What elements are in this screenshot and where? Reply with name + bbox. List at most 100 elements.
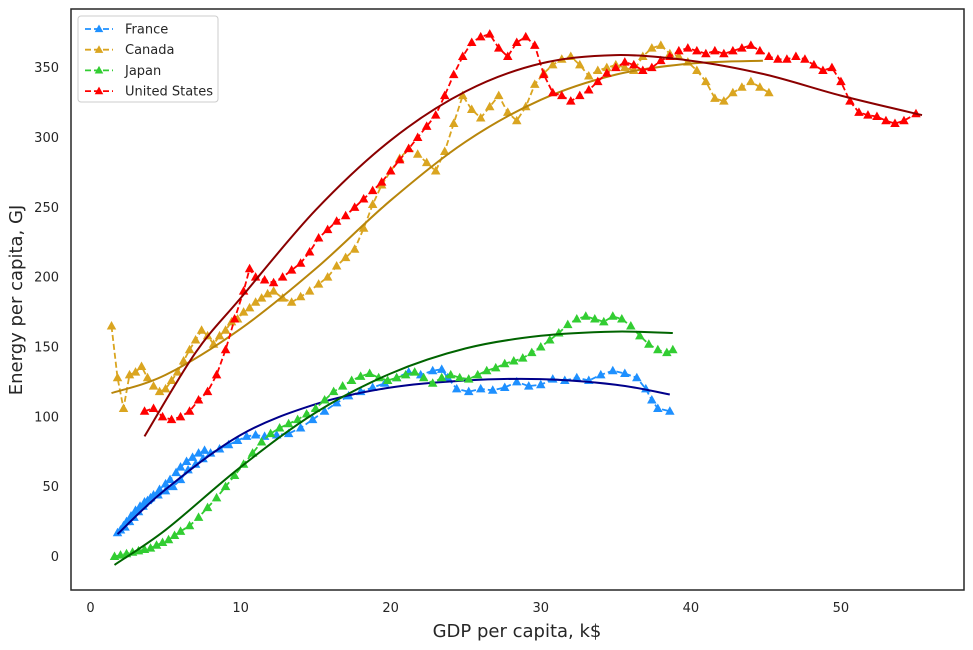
- data-point: [286, 297, 297, 306]
- data-point: [349, 244, 360, 253]
- y-tick-label: 200: [34, 271, 59, 286]
- data-point: [692, 45, 702, 55]
- data-point: [259, 274, 270, 284]
- y-tick-labels: 0 50 100 150 200 250 300 350: [34, 61, 59, 565]
- data-point: [301, 409, 312, 418]
- data-point: [403, 143, 414, 153]
- y-tick-label: 300: [34, 131, 59, 146]
- data-point: [475, 383, 486, 393]
- data-point: [755, 45, 765, 55]
- data-point: [367, 185, 378, 195]
- data-point: [472, 369, 483, 379]
- data-point: [457, 51, 468, 60]
- data-point: [139, 497, 150, 506]
- data-point: [466, 104, 477, 114]
- legend-label: United States: [125, 85, 213, 100]
- data-point: [148, 403, 159, 412]
- data-point: [205, 448, 216, 457]
- data-point: [220, 325, 231, 334]
- data-point: [130, 367, 141, 376]
- data-point: [265, 428, 276, 438]
- data-point: [863, 110, 873, 119]
- data-point: [313, 279, 324, 288]
- data-point: [620, 368, 630, 378]
- data-point: [154, 386, 165, 396]
- data-point: [596, 369, 606, 379]
- data-point: [199, 445, 210, 454]
- legend-label: Japan: [124, 64, 161, 79]
- data-point: [764, 51, 774, 60]
- data-point: [653, 344, 663, 354]
- data-point: [160, 383, 171, 393]
- data-point: [400, 369, 411, 379]
- data-point: [719, 48, 729, 58]
- data-point: [502, 51, 513, 60]
- data-point: [307, 414, 318, 424]
- data-point: [283, 418, 294, 428]
- data-point: [818, 65, 828, 74]
- data-point: [250, 429, 261, 439]
- data-point: [575, 59, 585, 69]
- data-point: [484, 101, 495, 111]
- data-point: [238, 307, 249, 316]
- data-point: [701, 76, 711, 86]
- legend-marker: [94, 45, 104, 53]
- data-point: [899, 115, 909, 125]
- data-point: [511, 37, 522, 47]
- data-point: [331, 260, 342, 270]
- fit-curve: [143, 54, 923, 437]
- data-point: [202, 386, 213, 396]
- data-point: [340, 252, 351, 262]
- series-japan: [109, 311, 678, 566]
- data-point: [183, 464, 193, 474]
- x-tick-label: 30: [532, 601, 549, 616]
- data-point: [172, 367, 183, 376]
- data-point: [304, 247, 315, 256]
- data-point: [581, 311, 591, 320]
- data-point: [575, 90, 585, 100]
- data-point: [626, 321, 636, 330]
- data-point: [521, 31, 531, 41]
- data-point: [572, 372, 582, 382]
- data-point: [157, 411, 168, 421]
- data-point: [193, 395, 204, 404]
- data-point: [701, 48, 711, 58]
- data-point: [292, 414, 303, 424]
- data-point: [737, 43, 747, 52]
- data-point: [475, 112, 486, 122]
- data-point: [710, 45, 720, 55]
- data-point: [602, 62, 612, 72]
- data-point: [466, 37, 477, 47]
- data-point: [391, 372, 402, 382]
- data-point: [198, 453, 208, 463]
- data-point: [175, 462, 186, 471]
- x-tick-labels: 0 10 20 30 40 50: [86, 601, 849, 616]
- data-point: [457, 90, 468, 100]
- data-point: [481, 365, 492, 375]
- data-point: [584, 85, 594, 94]
- data-point: [169, 530, 180, 540]
- legend-marker: [94, 24, 104, 33]
- data-point: [653, 403, 663, 412]
- legend-box: [77, 15, 219, 103]
- data-point: [445, 369, 456, 379]
- data-point: [220, 344, 231, 354]
- data-point: [277, 272, 288, 281]
- data-point: [358, 193, 369, 203]
- data-point: [668, 344, 678, 354]
- data-point: [247, 448, 258, 457]
- data-point: [211, 492, 222, 502]
- data-point: [184, 406, 195, 415]
- data-point: [674, 45, 684, 55]
- data-point: [430, 166, 441, 175]
- data-point: [493, 90, 504, 100]
- data-point: [656, 40, 666, 49]
- data-point: [800, 54, 810, 63]
- legend-marker: [94, 65, 104, 74]
- data-point: [256, 436, 267, 446]
- data-point: [331, 397, 342, 407]
- series-united-states: [139, 29, 923, 437]
- data-point: [385, 166, 396, 175]
- data-point: [157, 537, 168, 547]
